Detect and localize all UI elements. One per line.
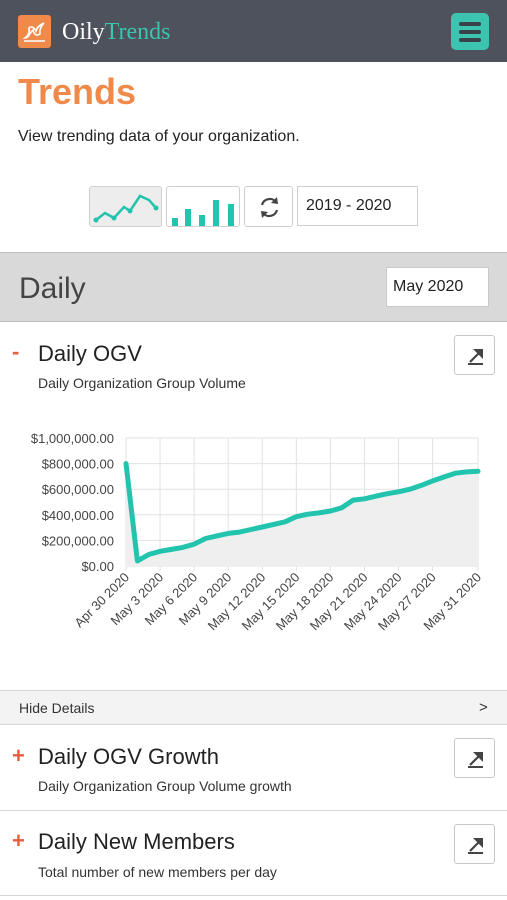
y-tick-label: $0.00	[81, 559, 114, 574]
bar-chart-button[interactable]	[166, 186, 240, 227]
y-tick-label: $1,000,000.00	[31, 431, 114, 446]
y-tick-label: $200,000.00	[42, 533, 114, 548]
section-title-daily-ogv-growth[interactable]: Daily OGV Growth	[38, 744, 219, 769]
export-button-daily-ogv[interactable]	[454, 335, 495, 375]
expand-section-toggle[interactable]: +	[12, 743, 25, 768]
section-divider	[0, 895, 507, 896]
line-chart-button[interactable]	[89, 186, 162, 227]
daily-ogv-chart: $0.00 $200,000.00 $400,000.00 $600,000.00 $8…	[31, 431, 484, 633]
section-divider	[0, 810, 507, 811]
refresh-icon	[260, 197, 279, 218]
expand-section-toggle[interactable]: +	[12, 828, 25, 853]
export-icon	[468, 838, 483, 854]
chevron-right-icon: >	[479, 699, 488, 716]
export-icon	[468, 752, 483, 768]
brand-part-trends: Trends	[104, 19, 171, 45]
brand-part-oily: Oily	[62, 19, 105, 45]
y-tick-label: $800,000.00	[42, 457, 114, 472]
page-subtitle: View trending data of your organization.	[18, 128, 300, 145]
y-tick-label: $600,000.00	[42, 482, 114, 497]
section-title-daily-ogv[interactable]: Daily OGV	[38, 341, 142, 366]
export-button-daily-new-members[interactable]	[454, 824, 495, 864]
page-title: Trends	[18, 71, 137, 112]
line-chart-icon	[93, 194, 159, 223]
ogv-series-line	[123, 461, 481, 564]
bar-chart-icon	[172, 200, 234, 226]
year-range-selector[interactable]: 2019 - 2020	[297, 186, 418, 226]
hamburger-menu-icon	[459, 30, 481, 34]
period-bar: Daily May 2020	[0, 252, 507, 322]
section-subtitle-daily-ogv: Daily Organization Group Volume	[38, 375, 246, 391]
hamburger-menu-icon	[459, 38, 481, 42]
period-title: Daily	[19, 272, 86, 305]
ogv-area-fill	[126, 463, 478, 566]
collapse-section-toggle[interactable]: -	[12, 339, 20, 364]
month-selector[interactable]: May 2020	[386, 267, 489, 307]
section-subtitle-daily-new-members: Total number of new members per day	[38, 864, 277, 880]
y-tick-label: $400,000.00	[42, 508, 114, 523]
section-title-daily-new-members[interactable]: Daily New Members	[38, 829, 235, 854]
hamburger-menu-icon	[459, 22, 481, 26]
export-button-daily-ogv-growth[interactable]	[454, 738, 495, 778]
refresh-button[interactable]	[244, 186, 293, 227]
hide-details-label: Hide Details	[19, 700, 95, 716]
export-icon	[468, 349, 483, 365]
top-bar: OilyTrends	[0, 0, 507, 62]
hamburger-menu-button[interactable]	[451, 13, 489, 50]
brand-name[interactable]: OilyTrends	[62, 18, 170, 46]
hide-details-bar[interactable]: Hide Details >	[0, 690, 507, 725]
logo-icon[interactable]	[18, 15, 51, 48]
section-subtitle-daily-ogv-growth: Daily Organization Group Volume growth	[38, 778, 292, 794]
